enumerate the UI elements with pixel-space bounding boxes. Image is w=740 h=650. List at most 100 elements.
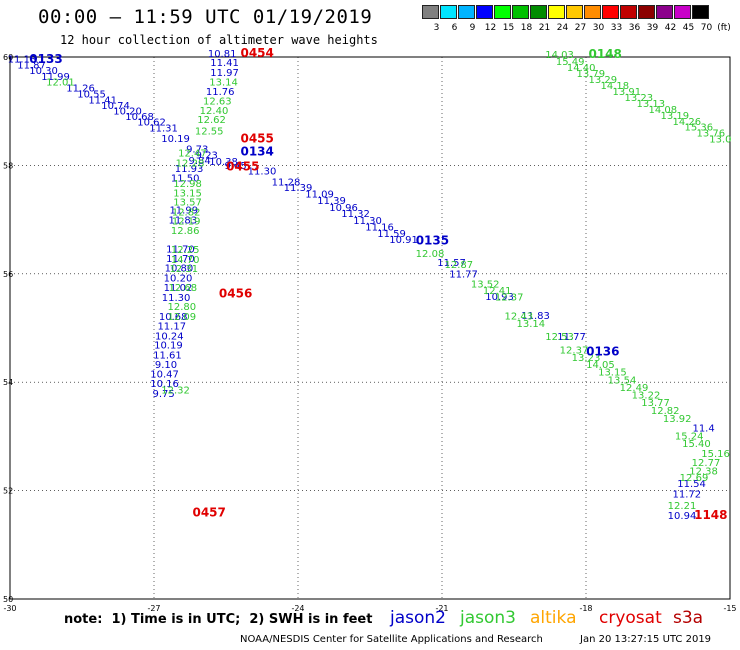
legend-bin-label: 42: [664, 23, 677, 33]
lon-tick-label: -21: [435, 604, 448, 613]
track-point-value: 12.32: [161, 386, 190, 397]
legend-bin-label: 6: [451, 23, 458, 33]
track-point-value: 11.30: [162, 293, 191, 304]
track-point-value: 13.19: [660, 111, 689, 122]
track-point-value: 9.10: [155, 360, 177, 371]
track-point-value: 12.53: [545, 332, 574, 343]
track-point-value: 14.26: [672, 117, 701, 128]
track-point-value: 11.16: [365, 222, 394, 233]
track-point-value: 12.80: [168, 302, 197, 313]
track-point-value: 12.41: [483, 286, 512, 297]
track-point-value: 12.86: [171, 226, 200, 237]
map-grid: [9, 56, 731, 600]
track-point-value: 11.76: [206, 87, 235, 98]
track-point-value: 10.62: [137, 117, 166, 128]
track-point-value: 11.30: [248, 167, 277, 178]
track-point-value: 14.70: [171, 255, 200, 266]
track-point-value: 14.08: [648, 105, 677, 116]
track-point-value: 9.23: [196, 150, 218, 161]
credit-line: NOAA/NESDIS Center for Satellite Applica…: [240, 634, 543, 645]
track-point-value: 12.87: [444, 260, 473, 271]
track-point-value: 11.70: [166, 245, 195, 256]
track-point-value: 13.54: [608, 375, 637, 386]
track-point-value: 10.81: [208, 49, 237, 60]
legend-swatch: [566, 5, 583, 19]
track-point-value: 11.31: [149, 123, 178, 134]
track-point-value: 11.41: [88, 96, 117, 107]
lat-tick-label: 54: [3, 378, 13, 387]
track-point-value: 9.45: [224, 161, 246, 172]
track-point-value: 11.09: [305, 189, 334, 200]
track-point-value: 11.77: [557, 332, 586, 343]
pass-number-label: 0456: [219, 287, 252, 301]
track-point-value: 11.61: [153, 350, 182, 361]
pass-number-label: 0134: [240, 145, 273, 159]
legend-bin-label: 70: [700, 23, 713, 33]
track-point-value: 12.08: [416, 249, 445, 260]
legend-swatch: [692, 5, 709, 19]
track-point-value: 11.28: [272, 177, 301, 188]
track-point-value: 11.50: [171, 174, 200, 185]
lon-tick-label: -27: [147, 604, 160, 613]
track-point-value: 11.54: [677, 479, 706, 490]
track-point-value: 13.23: [624, 93, 653, 104]
track-point-value: 12.28: [176, 158, 205, 169]
track-point-value: 11.39: [317, 196, 346, 207]
legend-bin-label: 36: [628, 23, 641, 33]
legend-swatch: [422, 5, 439, 19]
track-point-value: 13.22: [632, 390, 661, 401]
pass-number-label: 0455: [240, 132, 273, 146]
track-point-value: 11.83: [168, 215, 197, 226]
legend-sat-jason2: jason2: [390, 608, 446, 628]
track-point-value: 13.0: [709, 135, 731, 146]
track-point-value: 13.29: [588, 75, 617, 86]
track-point-value: 10.91: [389, 235, 418, 246]
track-point-value: 11.87: [17, 60, 46, 71]
legend-bin-label: 24: [556, 23, 569, 33]
legend-bin-label: 33: [610, 23, 623, 33]
legend-swatch: [584, 5, 601, 19]
track-point-value: 10.94: [668, 511, 697, 522]
lon-tick-label: -24: [291, 604, 304, 613]
track-point-value: 9.73: [186, 144, 208, 155]
track-point-value: 12.21: [668, 501, 697, 512]
track-point-value: 12.31: [169, 264, 198, 275]
track-point-value: 12.38: [689, 466, 718, 477]
track-point-value: 10.96: [329, 203, 358, 214]
legend-unit: (ft): [717, 23, 731, 33]
legend-swatch: [476, 5, 493, 19]
legend-swatch: [620, 5, 637, 19]
track-point-value: 11.72: [672, 490, 701, 501]
lat-tick-label: 60: [3, 53, 13, 62]
track-point-value: 12.25: [171, 245, 200, 256]
legend-bin-label: 15: [502, 23, 515, 33]
axis-ticks: -30 -27 -24 -21 -18 -15 50 52 54 56 58 60: [3, 53, 737, 613]
track-point-value: 11.4: [692, 424, 714, 435]
track-point-value: 12.77: [692, 458, 721, 469]
track-point-value: 11.39: [284, 183, 313, 194]
legend-bin-label: 21: [538, 23, 551, 33]
legend-swatch: [494, 5, 511, 19]
lat-tick-label: 50: [3, 595, 13, 604]
lon-tick-label: -18: [579, 604, 592, 613]
pass-number-label: 0454: [240, 46, 273, 60]
track-point-value: 13.76: [696, 129, 725, 140]
track-point-value: 10.16: [150, 379, 179, 390]
legend-swatch: [440, 5, 457, 19]
legend-swatch: [458, 5, 475, 19]
legend-bin-label: 39: [646, 23, 659, 33]
track-point-value: 15.24: [675, 432, 704, 443]
track-point-value: 13.14: [209, 78, 238, 89]
track-point-value: 11.30: [353, 216, 382, 227]
pass-number-label: 1148: [694, 508, 727, 522]
track-point-value: 11.57: [437, 258, 466, 269]
track-point-value: 15.16: [701, 449, 730, 460]
track-point-value: 13.15: [173, 188, 202, 199]
track-point-value: 14.40: [567, 63, 596, 74]
track-point-value: 11.41: [210, 58, 239, 69]
track-point-value: 11.02: [164, 283, 193, 294]
track-point-value: 12.01: [46, 78, 75, 89]
track-point-value: 10.74: [101, 101, 130, 112]
track-point-value: 12.68: [168, 283, 197, 294]
track-point-value: 12.62: [197, 115, 226, 126]
